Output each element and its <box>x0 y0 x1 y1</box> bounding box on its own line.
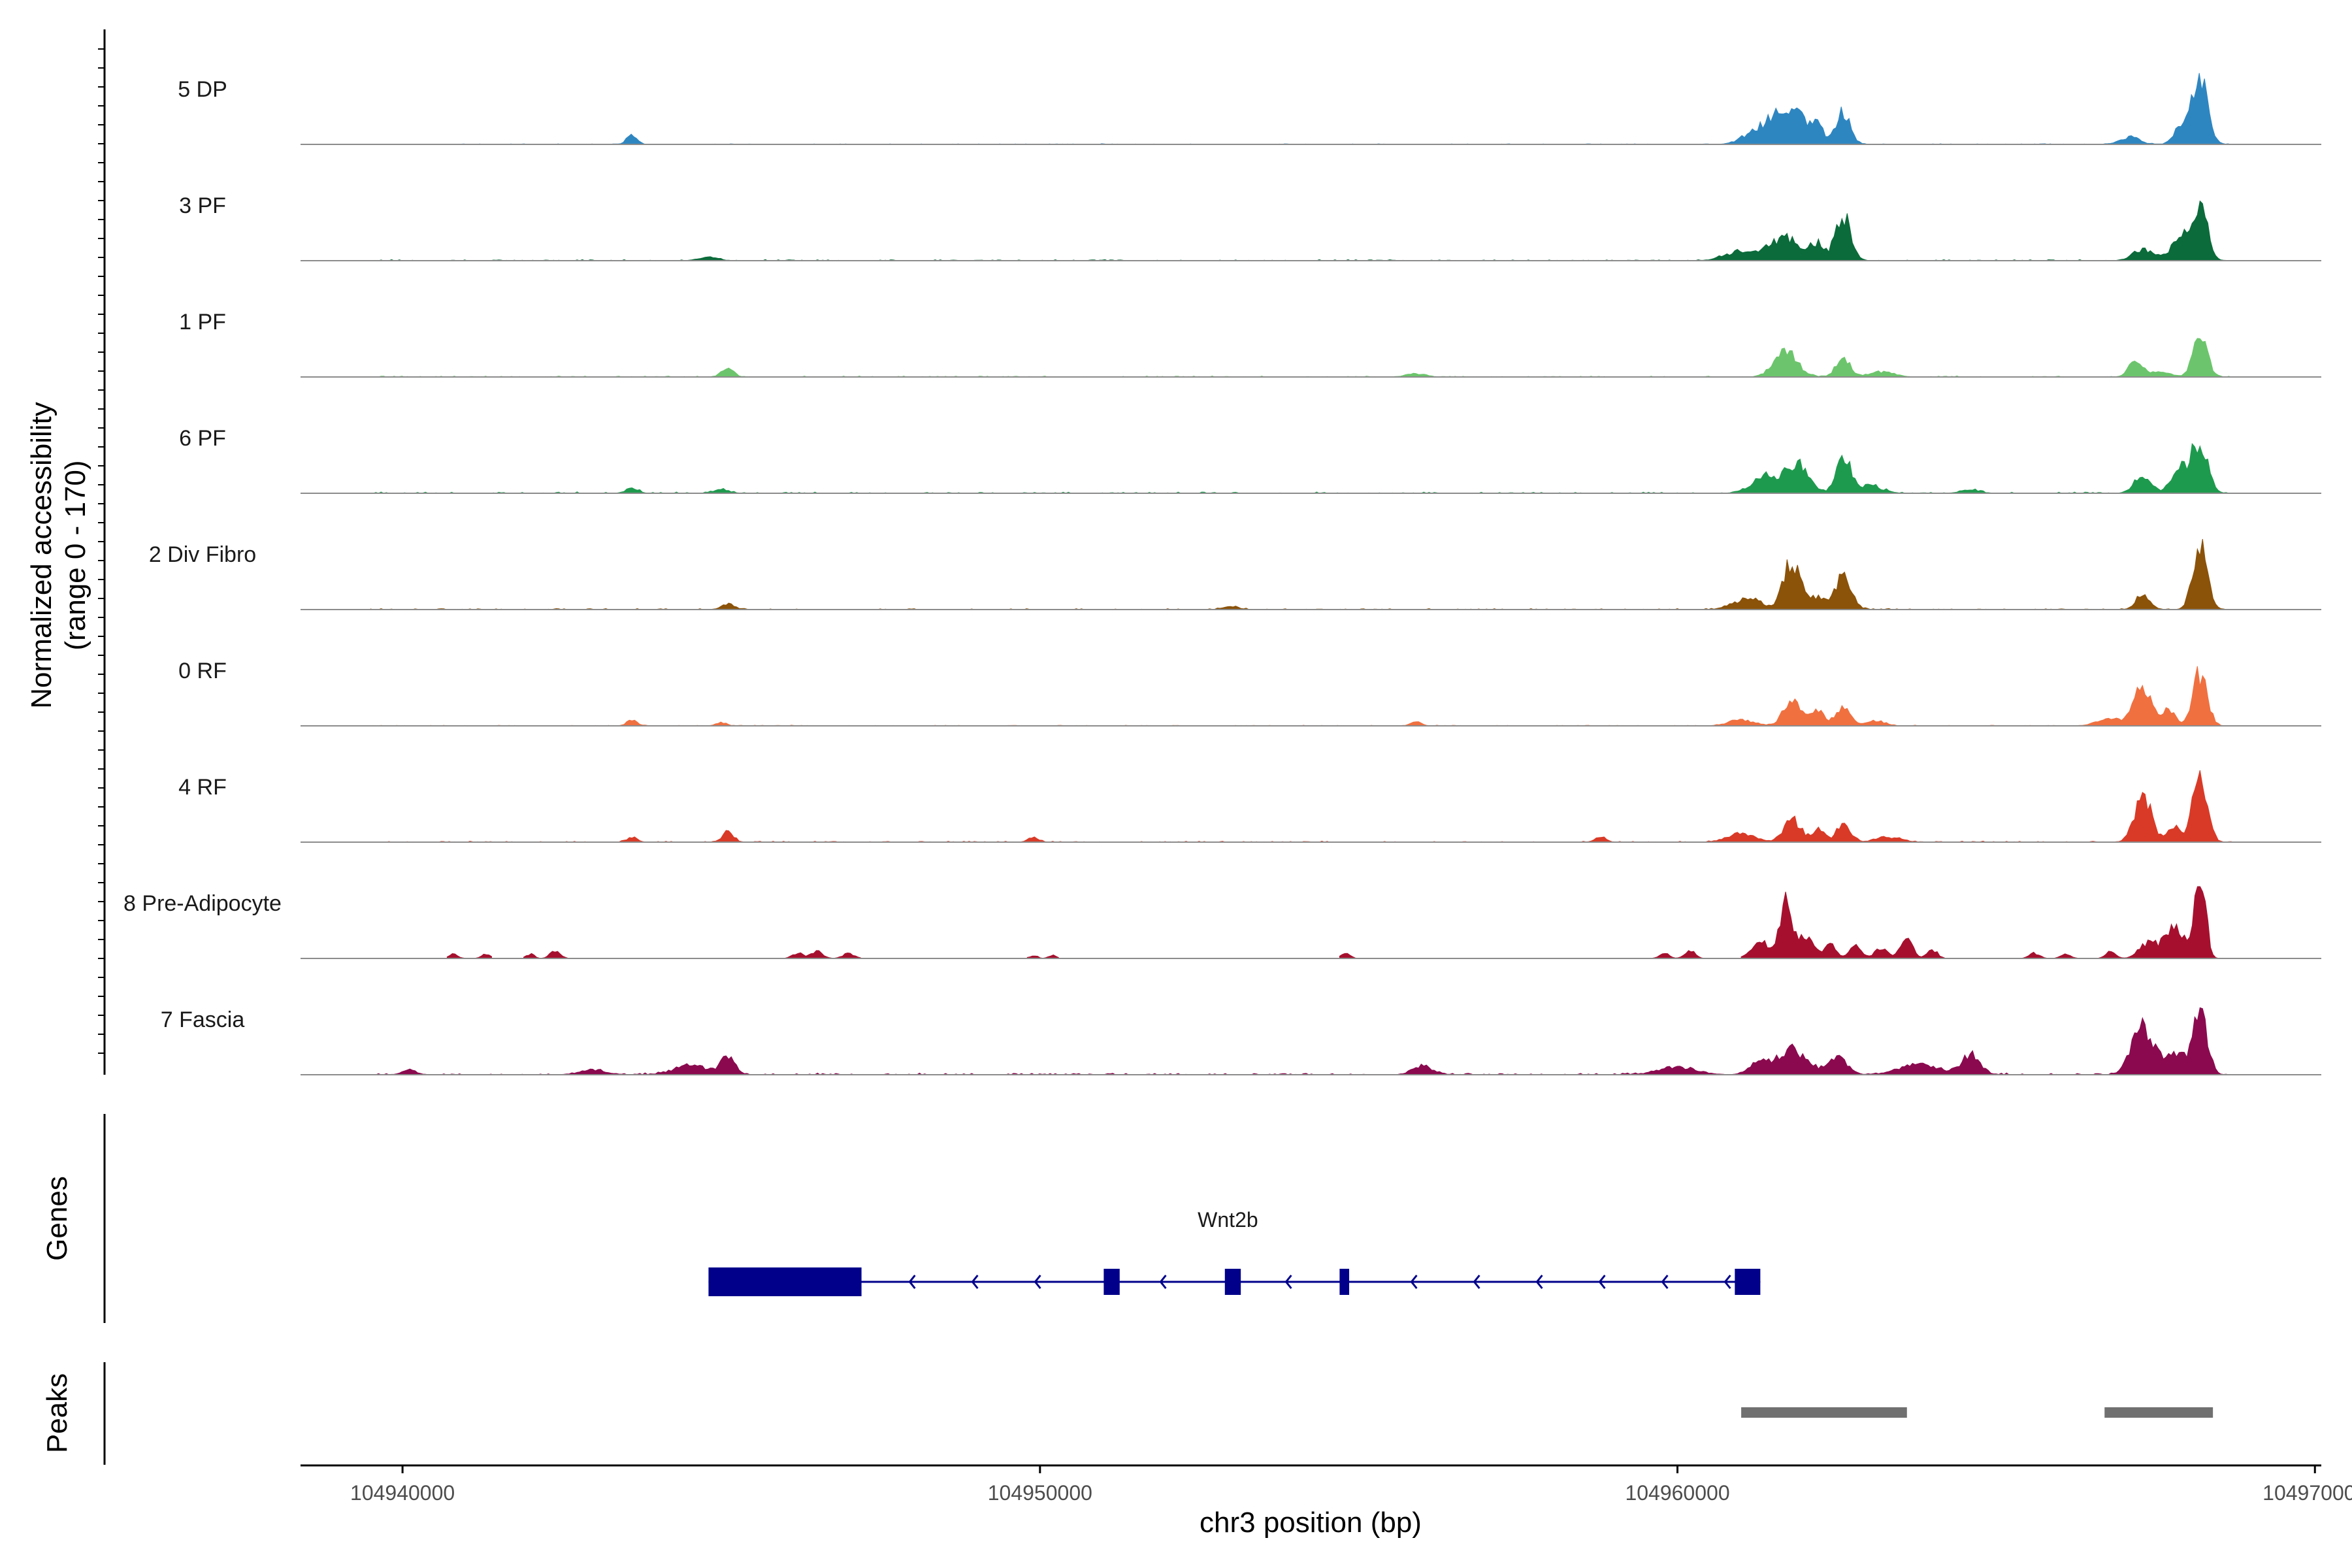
x-axis: 104940000 104950000 104960000 104970000 chr… <box>301 1464 2352 1539</box>
peaks-track-label: Peaks <box>41 1373 73 1453</box>
x-axis-ticks: 104940000 104950000 104960000 104970000 <box>350 1465 2352 1505</box>
track-label: 5 DP <box>178 77 227 102</box>
strand-arrow <box>1284 1275 1292 1289</box>
peak-region <box>2104 1407 2213 1418</box>
track-4-rf: 4 RF <box>178 770 2321 843</box>
track-label: 1 PF <box>179 310 226 335</box>
coverage-area <box>370 200 2232 261</box>
x-axis-tick-label: 104960000 <box>1625 1481 1729 1505</box>
track-0-rf: 0 RF <box>178 659 2321 727</box>
x-axis-tick-label: 104940000 <box>350 1481 455 1505</box>
coverage-area <box>370 1007 2232 1075</box>
coverage-area <box>370 539 2232 610</box>
coverage-area <box>370 770 2233 843</box>
track-label: 0 RF <box>178 659 227 683</box>
strand-arrow <box>1159 1275 1167 1289</box>
strand-arrow <box>1034 1275 1041 1289</box>
gene-exon <box>1339 1269 1350 1295</box>
gene-exon <box>708 1267 862 1296</box>
strand-arrow <box>1598 1275 1606 1289</box>
peak-region <box>1741 1407 1907 1418</box>
track-label: 4 RF <box>178 775 227 800</box>
track-5-dp: 5 DP <box>178 73 2321 145</box>
strand-arrow <box>971 1275 979 1289</box>
coverage-tracks: 5 DP 3 PF 1 PF 6 PF 2 Div Fibro 0 RF 4 RF 8 Pre… <box>123 73 2321 1075</box>
y-axis-ticks <box>98 48 105 1054</box>
strand-arrow <box>1661 1275 1669 1289</box>
strand-arrow <box>1410 1275 1418 1289</box>
peaks-track: Peaks <box>41 1362 2213 1465</box>
y-axis-title: Normalized accessibility <box>25 402 57 708</box>
coverage-area <box>446 886 2239 959</box>
track-label: 7 Fascia <box>161 1007 245 1032</box>
track-6-pf: 6 PF <box>179 426 2321 494</box>
peak-regions <box>1741 1407 2213 1418</box>
coverage-area <box>370 338 2232 378</box>
x-axis-tick-label: 104950000 <box>988 1481 1092 1505</box>
gene-track-label: Genes <box>41 1176 73 1261</box>
strand-arrow <box>1723 1275 1731 1289</box>
strand-arrow <box>908 1275 916 1289</box>
gene-model: Wnt2b <box>708 1208 1761 1296</box>
track-label: 6 PF <box>179 426 226 451</box>
gene-track: Genes Wnt2b <box>41 1114 1761 1323</box>
y-axis-range-label: (range 0 - 170) <box>59 460 91 650</box>
track-7-fascia: 7 Fascia <box>161 1007 2321 1075</box>
coverage-area <box>453 73 2232 145</box>
strand-arrow <box>1535 1275 1543 1289</box>
track-1-pf: 1 PF <box>179 310 2321 378</box>
y-axis-accessibility: Normalized accessibility (range 0 - 170) <box>25 29 106 1075</box>
gene-exon <box>1224 1269 1241 1295</box>
track-2-div-fibro: 2 Div Fibro <box>149 539 2321 610</box>
gene-exon <box>1735 1269 1761 1295</box>
strand-arrow <box>1473 1275 1480 1289</box>
coverage-area <box>370 442 2232 494</box>
track-label: 2 Div Fibro <box>149 542 256 567</box>
track-label: 3 PF <box>179 193 226 218</box>
gene-label: Wnt2b <box>1198 1208 1258 1232</box>
coverage-area <box>370 666 2232 727</box>
x-axis-title: chr3 position (bp) <box>1200 1507 1422 1539</box>
track-8-pre-adipocyte: 8 Pre-Adipocyte <box>123 886 2321 959</box>
track-3-pf: 3 PF <box>179 193 2321 261</box>
gene-exon <box>1103 1269 1120 1295</box>
track-label: 8 Pre-Adipocyte <box>123 891 282 916</box>
x-axis-tick-label: 104970000 <box>2262 1481 2352 1505</box>
